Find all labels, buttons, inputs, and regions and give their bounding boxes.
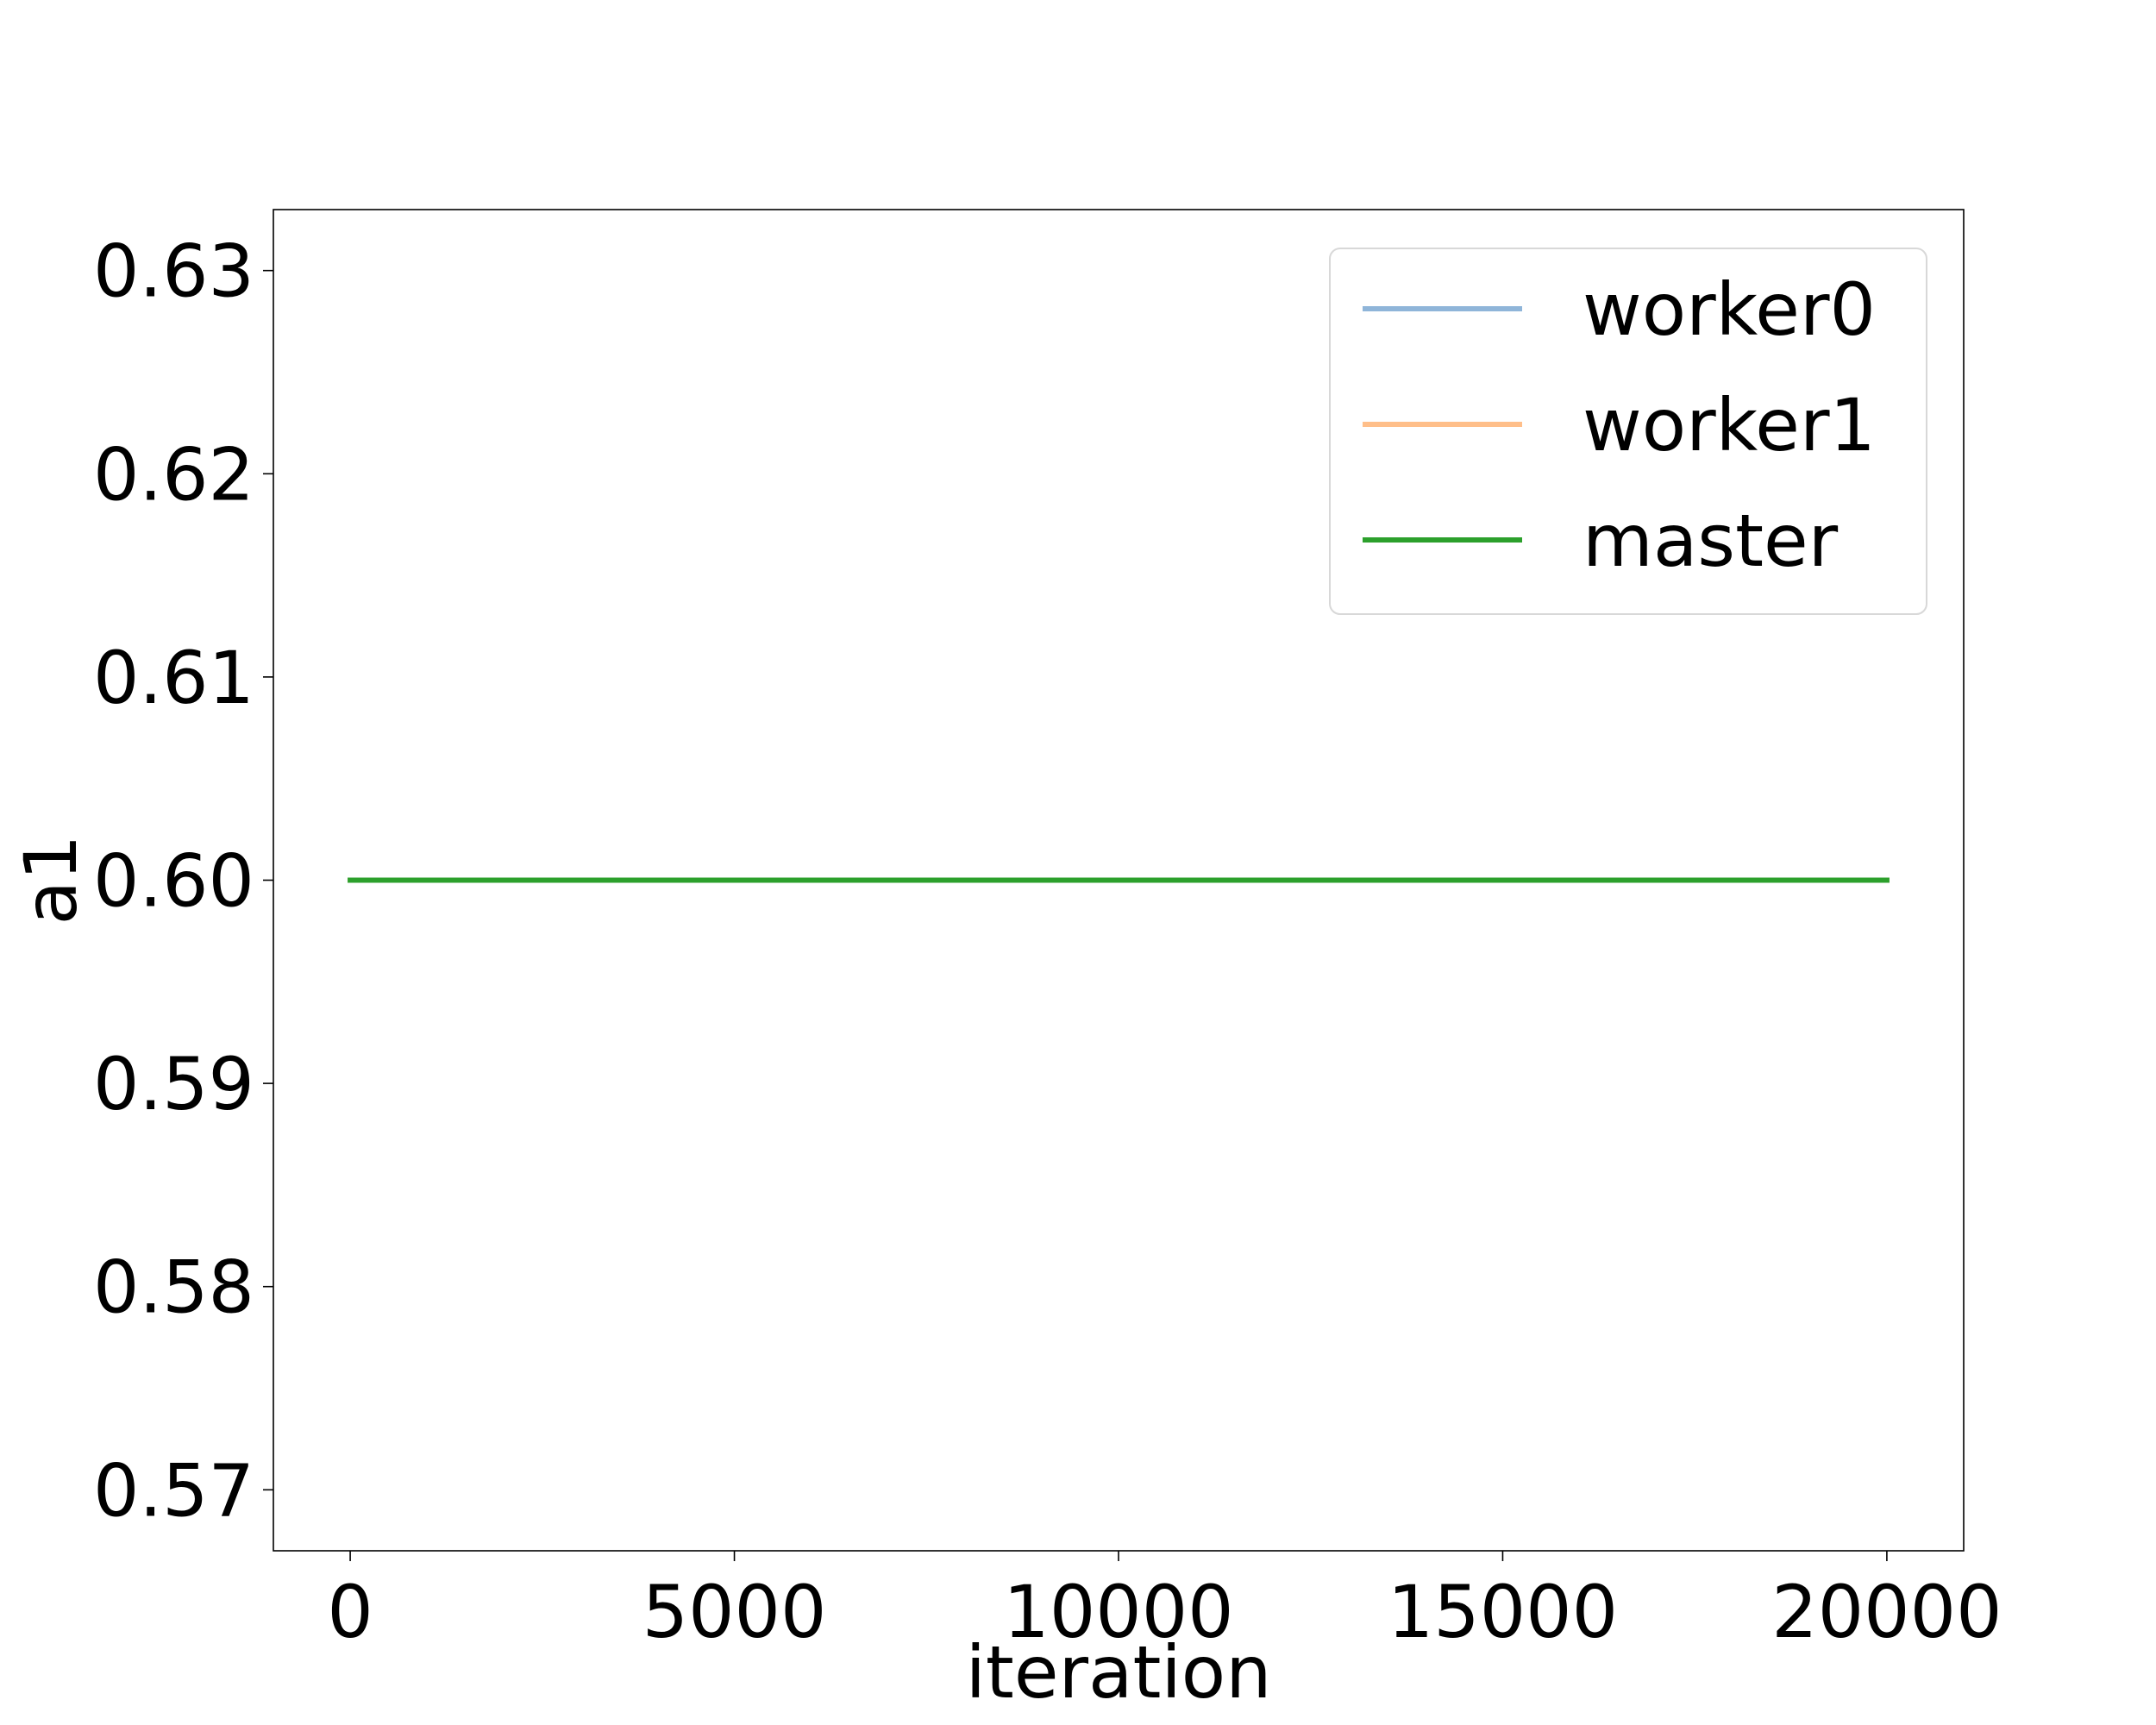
legend-box: [1329, 248, 1927, 615]
x-axis-label: iteration: [966, 1630, 1272, 1715]
legend-label-worker0: worker0: [1583, 267, 1876, 352]
y-axis: 0.57 0.58 0.59 0.60 0.61 0.62 0.63: [93, 229, 273, 1533]
y-tick-label: 0.58: [93, 1245, 254, 1330]
x-tick-label: 20000: [1771, 1570, 2002, 1654]
y-tick-label: 0.57: [93, 1448, 254, 1533]
legend-label-worker1: worker1: [1583, 383, 1876, 467]
y-axis-label: a1: [9, 835, 93, 925]
y-tick-label: 0.61: [93, 636, 254, 720]
y-tick-label: 0.63: [93, 229, 254, 314]
x-tick-label: 0: [327, 1570, 373, 1654]
legend: worker0 worker1 master: [1329, 248, 1927, 615]
x-tick-label: 15000: [1388, 1570, 1618, 1654]
y-tick-label: 0.60: [93, 839, 254, 924]
legend-label-master: master: [1583, 499, 1839, 583]
x-tick-label: 10000: [1003, 1570, 1233, 1654]
y-tick-label: 0.59: [93, 1042, 254, 1126]
x-axis: 0 5000 10000 15000 20000: [327, 1551, 2002, 1654]
y-tick-label: 0.62: [93, 432, 254, 517]
x-tick-label: 5000: [642, 1570, 827, 1654]
